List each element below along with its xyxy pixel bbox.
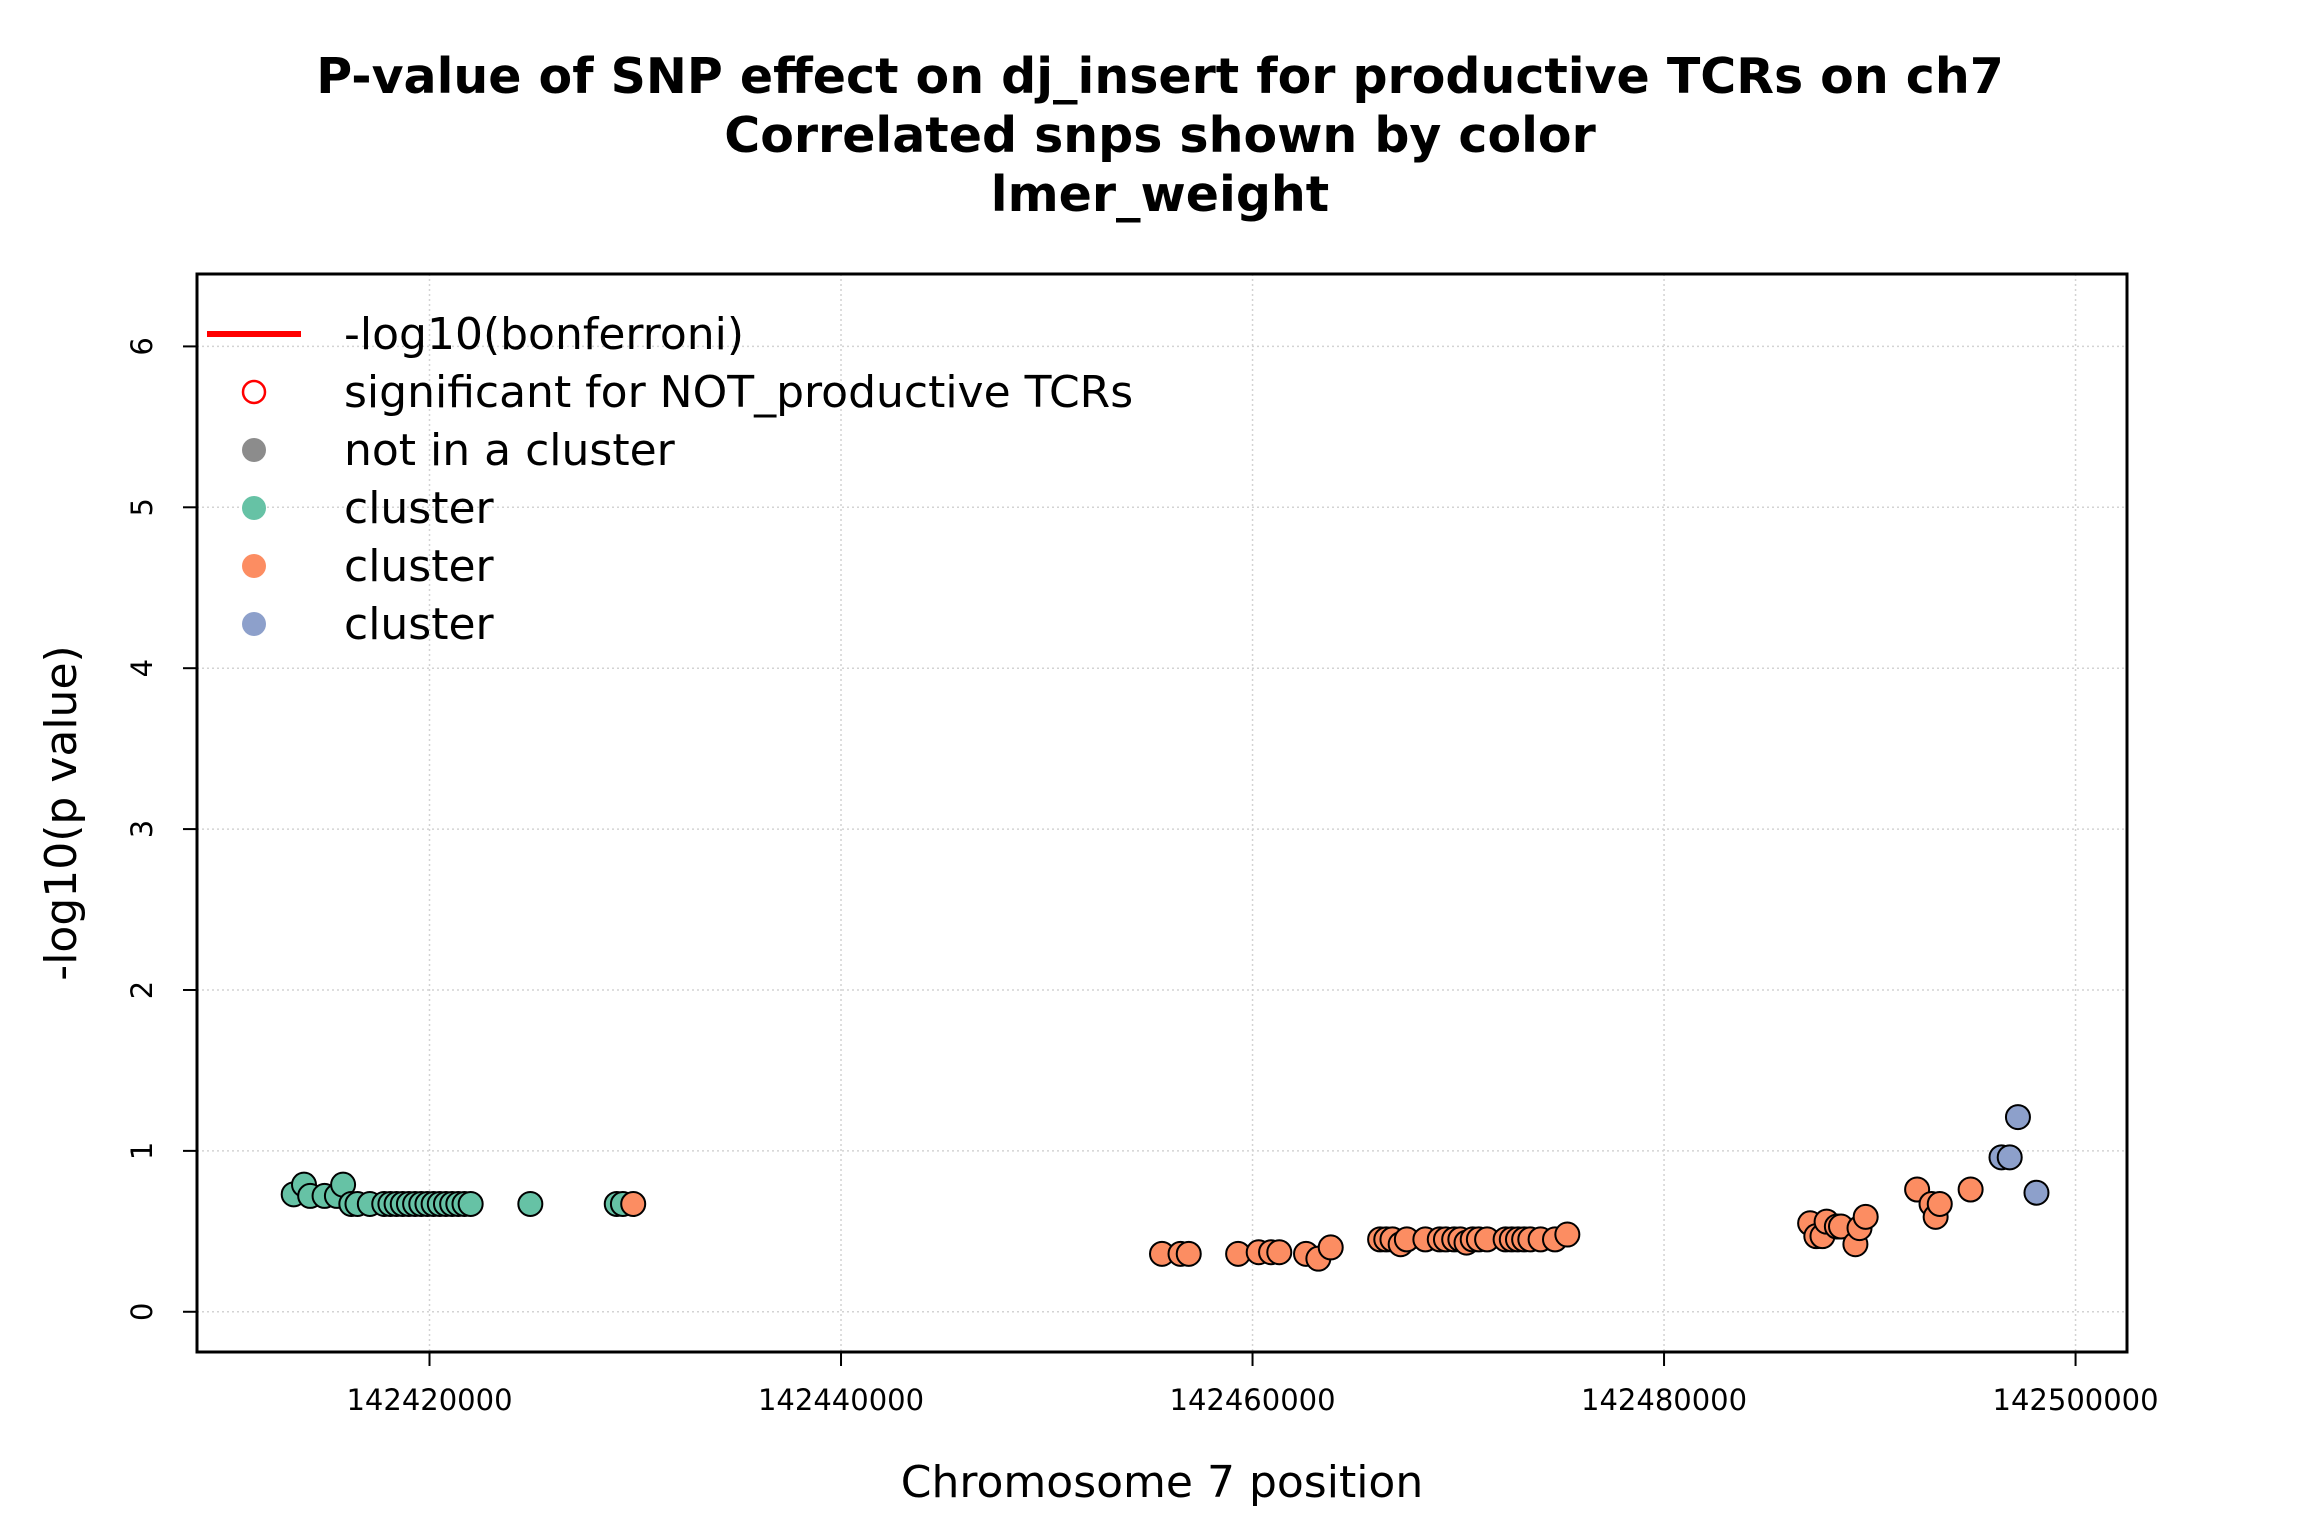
chart-title: P-value of SNP effect on dj_insert for p… (316, 48, 2004, 223)
data-point (1175, 1240, 1202, 1267)
x-tick-label: 142420000 (346, 1383, 512, 1417)
legend-label: -log10(bonferroni) (344, 309, 744, 360)
x-tick-label: 142440000 (758, 1383, 924, 1417)
legend-open-circle-swatch (241, 379, 267, 405)
x-tick-label: 142500000 (1993, 1383, 2159, 1417)
y-tick-label: 2 (125, 981, 159, 999)
x-tick-label: 142460000 (1170, 1383, 1336, 1417)
y-tick-label: 3 (125, 820, 159, 838)
data-point (1957, 1176, 1984, 1203)
x-tick-label: 142480000 (1581, 1383, 1747, 1417)
data-points (280, 1104, 2050, 1272)
data-point (2023, 1179, 2050, 1206)
legend-label: cluster (344, 541, 495, 592)
legend-label: not in a cluster (344, 425, 676, 476)
title-line-2: Correlated snps shown by color (724, 107, 1596, 164)
y-tick-label: 5 (125, 498, 159, 516)
axis-ticks: 142420000 142440000 142460000 142480000 1425… (125, 337, 2159, 1417)
data-point (1852, 1203, 1879, 1230)
legend-label: cluster (344, 483, 495, 534)
data-point (2004, 1104, 2031, 1131)
title-line-3: lmer_weight (991, 166, 1329, 223)
plot-frame (195, 272, 2129, 1354)
data-point (1266, 1239, 1293, 1266)
data-point (517, 1190, 544, 1217)
y-tick-label: 6 (125, 337, 159, 355)
legend-label: cluster (344, 599, 495, 650)
legend-point-swatch (242, 612, 266, 636)
legend-point-swatch (242, 554, 266, 578)
legend-point-swatch (242, 438, 266, 462)
data-point (1996, 1144, 2023, 1171)
legend: -log10(bonferroni) significant for NOT_pr… (207, 309, 1133, 650)
grid-lines (197, 274, 2127, 1352)
data-point (457, 1190, 484, 1217)
data-point (620, 1190, 647, 1217)
title-line-1: P-value of SNP effect on dj_insert for p… (316, 48, 2004, 105)
data-point (1926, 1190, 1953, 1217)
y-tick-label: 1 (125, 1142, 159, 1160)
legend-point-swatch (242, 496, 266, 520)
y-axis-label: -log10(p value) (36, 645, 87, 980)
data-point (1554, 1221, 1581, 1248)
y-tick-label: 4 (125, 659, 159, 677)
y-tick-label: 0 (125, 1303, 159, 1321)
x-axis-label: Chromosome 7 position (901, 1457, 1423, 1508)
legend-label: significant for NOT_productive TCRs (344, 367, 1133, 418)
data-point (1317, 1234, 1344, 1261)
